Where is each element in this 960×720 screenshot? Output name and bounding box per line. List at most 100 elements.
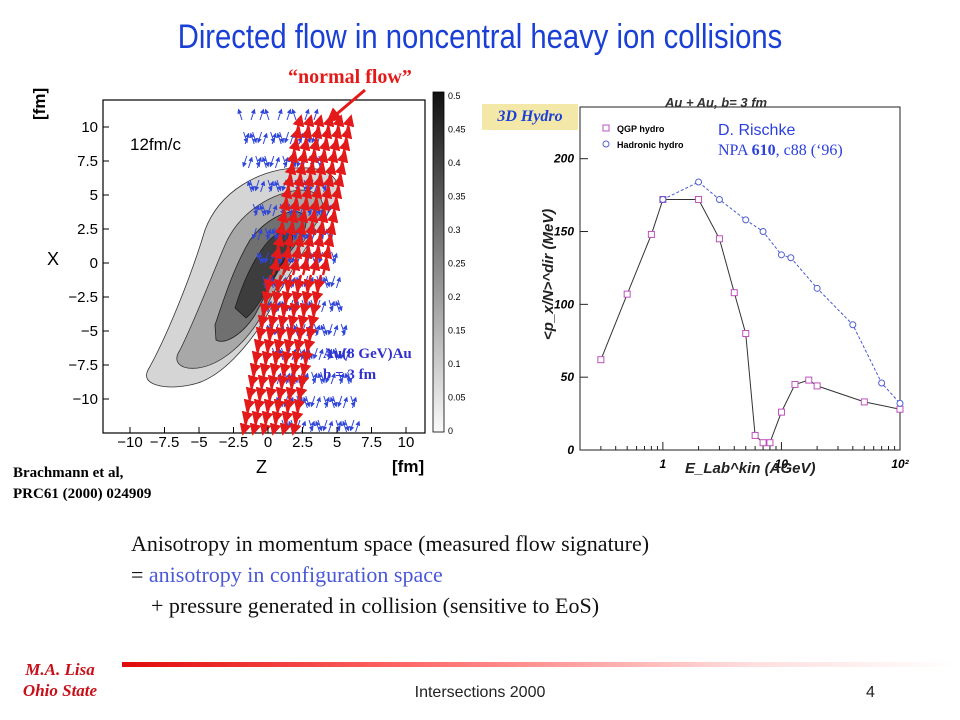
colorbar-tick-label: 0 <box>448 426 453 436</box>
red-flow-arrow <box>257 310 270 328</box>
data-point <box>715 235 723 243</box>
red-flow-arrow <box>271 346 284 364</box>
system-label: Au(8 GeV)Au b = 3 fm <box>323 344 412 386</box>
red-flow-arrow <box>251 346 264 364</box>
data-point <box>742 216 750 224</box>
red-flow-arrow <box>261 406 274 424</box>
red-flow-arrow <box>287 370 300 388</box>
blue-flow-arrow <box>257 131 263 144</box>
blue-flow-arrow <box>344 372 350 385</box>
legend-marker <box>602 140 610 148</box>
footer-author: M.A. Lisa Ohio State <box>0 659 120 701</box>
blue-flow-arrow <box>249 132 255 145</box>
data-point <box>742 329 750 337</box>
x-tick-label: 10 <box>775 457 789 471</box>
credit-line-1: D. Rischke <box>718 122 796 139</box>
y-tick-label: 5 <box>90 187 98 204</box>
blue-flow-arrow <box>271 132 277 145</box>
data-point <box>751 431 759 439</box>
hydro-density-plot: 12fm/c 10 7.5 5 2.5 0 −2.5 −5 −7.5 −10 −10 −7.5 −5… <box>30 88 466 477</box>
blue-flow-arrow <box>269 180 275 193</box>
blue-flow-arrow <box>317 372 323 385</box>
red-flow-arrow <box>263 334 276 352</box>
y-tick-label: 10 <box>81 119 98 136</box>
blue-flow-arrow <box>284 131 290 144</box>
red-flow-arrow <box>303 334 316 352</box>
blue-flow-arrow <box>250 108 256 121</box>
red-flow-arrow <box>249 418 262 436</box>
red-flow-arrow <box>301 346 314 364</box>
red-flow-arrow <box>288 258 301 276</box>
blue-flow-arrow <box>325 371 331 384</box>
blue-flow-arrow <box>310 395 316 408</box>
red-flow-arrow <box>298 258 311 276</box>
data-point <box>695 195 703 203</box>
red-flow-arrow <box>289 418 302 436</box>
red-flow-arrow <box>279 418 292 436</box>
red-flow-arrow <box>268 258 281 276</box>
red-flow-arrow <box>279 298 292 316</box>
red-flow-arrow <box>269 358 282 376</box>
y-tick-label: 150 <box>554 225 574 239</box>
y-tick-label: 0 <box>90 255 98 272</box>
blue-flow-arrow <box>342 420 348 433</box>
red-flow-arrow <box>295 382 308 400</box>
red-flow-arrow <box>255 322 268 340</box>
citation-line-2: PRC61 (2000) 024909 <box>13 486 152 502</box>
blue-flow-arrow <box>312 372 318 385</box>
body-line-2-prefix: = <box>131 562 149 587</box>
x-tick-labels: −10 −7.5 −5 −2.5 0 2.5 5 7.5 10 <box>117 427 414 451</box>
blue-flow-arrow <box>332 252 338 265</box>
red-flow-arrow <box>313 274 326 292</box>
blue-flow-arrow <box>324 396 330 409</box>
blue-flow-arrow <box>256 156 262 169</box>
body-line-3: + pressure generated in collision (sensi… <box>151 593 600 618</box>
red-flow-arrow <box>295 322 308 340</box>
red-flow-arrow <box>287 310 300 328</box>
page-number: 4 <box>866 684 875 701</box>
citation: Brachmann et al, PRC61 (2000) 024909 <box>13 463 151 505</box>
colorbar-tick-label: 0.2 <box>448 292 461 302</box>
y-tick-label: 2.5 <box>77 221 98 238</box>
blue-flow-arrow <box>274 156 280 169</box>
red-flow-arrow <box>269 418 282 436</box>
red-flow-arrow <box>289 298 302 316</box>
red-flow-arrow <box>308 258 321 276</box>
system-line-2: b = 3 fm <box>323 367 377 383</box>
legend-label: QGP hydro <box>617 124 665 134</box>
x-axis-title: Z <box>256 457 267 477</box>
credit-line-2: NPA 610, c88 (‘96) <box>718 141 843 161</box>
red-flow-arrow <box>265 322 278 340</box>
red-flow-arrow <box>311 286 324 304</box>
red-flow-arrow <box>273 274 286 292</box>
x-tick-label: 10² <box>891 457 909 471</box>
blue-flow-arrow <box>328 420 334 433</box>
x-axis-label: E_Lab^kin (AGeV) <box>685 460 815 477</box>
blue-flow-arrow <box>254 179 260 192</box>
blue-flow-arrow <box>251 227 257 240</box>
red-flow-arrow <box>263 274 276 292</box>
x-tick-label: −5 <box>190 434 207 451</box>
blue-flow-arrow <box>339 372 345 385</box>
red-flow-arrow <box>257 370 270 388</box>
blue-flow-arrow <box>261 156 267 169</box>
body-line-2-highlight: anisotropy in configuration space <box>148 562 443 587</box>
blue-flow-arrow <box>337 395 343 408</box>
blue-flow-arrow <box>351 396 357 409</box>
red-flow-arrow <box>267 370 280 388</box>
red-flow-arrows <box>239 114 355 436</box>
red-flow-arrow <box>249 358 262 376</box>
normal-flow-pointer <box>326 88 366 123</box>
x-tick-label: 10 <box>398 434 415 451</box>
red-flow-arrow <box>243 394 256 412</box>
blue-flow-arrow <box>342 324 348 337</box>
blue-flow-arrow <box>345 348 351 361</box>
blue-flow-arrow <box>259 108 265 121</box>
data-point <box>597 356 605 364</box>
data-point <box>878 379 886 387</box>
blue-flow-arrow <box>321 300 327 313</box>
blue-flow-arrow <box>256 252 262 265</box>
red-flow-arrow <box>293 274 306 292</box>
x-tick-label: 2.5 <box>292 434 313 451</box>
blue-flow-arrow <box>310 420 316 433</box>
